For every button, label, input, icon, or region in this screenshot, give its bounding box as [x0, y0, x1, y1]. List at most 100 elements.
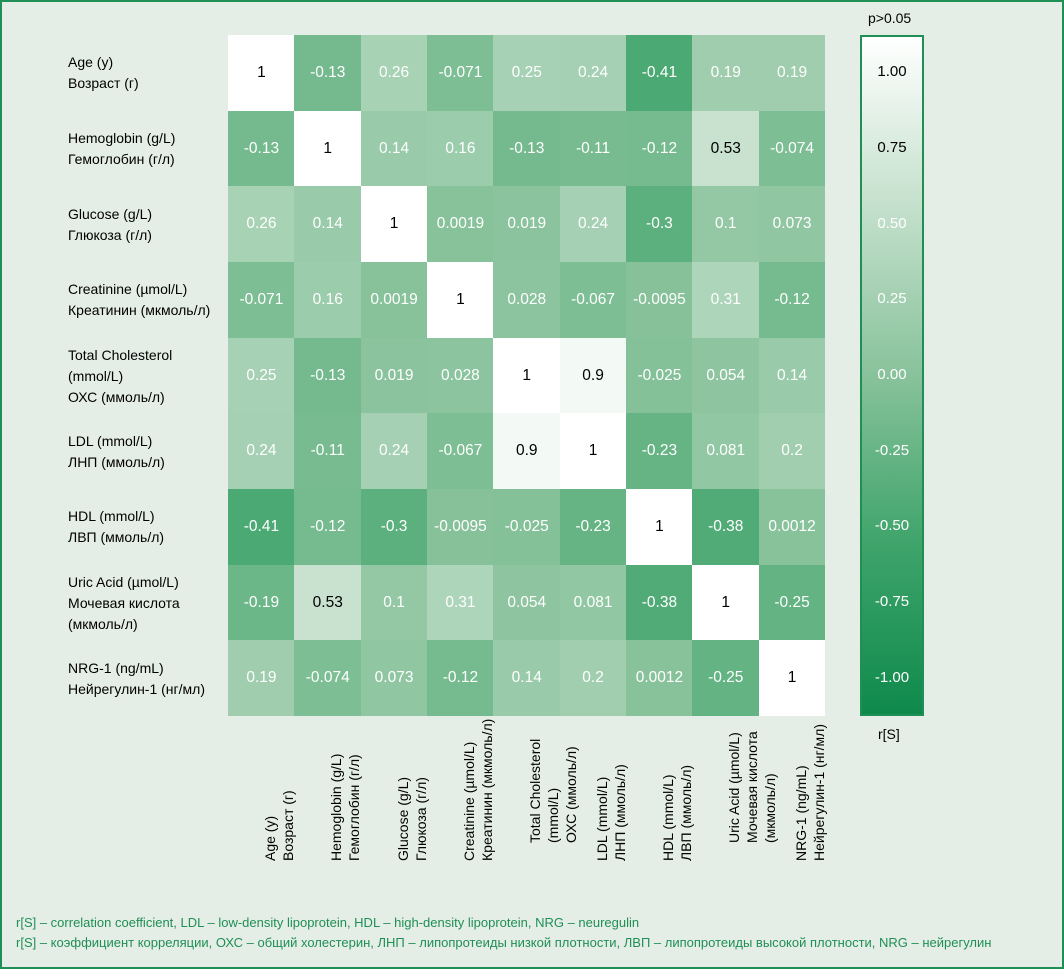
- heatmap-cell: 0.054: [692, 337, 760, 414]
- column-label-text: LDL (mmol/L) ЛНП (ммоль/л): [594, 764, 628, 861]
- footnote-russian: r[S] – коэффициент корреляции, ОХС – общ…: [16, 935, 992, 950]
- heatmap-cell: 0.24: [559, 35, 627, 112]
- heatmap-cell: 0.0012: [758, 489, 826, 566]
- heatmap-cell: 0.14: [493, 640, 561, 717]
- heatmap-cell: -0.25: [758, 564, 826, 641]
- column-label-text: Glucose (g/L) Глюкоза (г/л): [395, 776, 429, 861]
- heatmap-cell: 0.14: [294, 186, 362, 263]
- heatmap-cell: 0.019: [360, 337, 428, 414]
- heatmap-cell: 0.081: [692, 413, 760, 490]
- column-label-text: HDL (mmol/L) ЛВП (ммоль/л): [660, 764, 694, 861]
- colorbar-tick: -0.25: [874, 442, 910, 459]
- heatmap-cell: 0.0019: [427, 186, 494, 263]
- column-label-text: Hemoglobin (g/L) Гемоглобин (г/л): [328, 753, 362, 861]
- heatmap-cell: -0.12: [427, 640, 494, 717]
- heatmap-cell: -0.071: [228, 262, 295, 339]
- heatmap-cell: 1: [294, 110, 362, 187]
- heatmap-cell: 0.24: [559, 186, 627, 263]
- heatmap-cell: 0.1: [360, 564, 428, 641]
- row-label: Creatinine (µmol/L) Креатинин (мкмоль/л): [68, 262, 226, 338]
- heatmap-cell: 0.081: [559, 564, 627, 641]
- heatmap-cell: 0.019: [493, 186, 561, 263]
- colorbar: [860, 35, 924, 716]
- row-label: Glucose (g/L) Глюкоза (г/л): [68, 187, 226, 263]
- row-label-text: Uric Acid (µmol/L) Мочевая кислота (мкмо…: [68, 573, 180, 632]
- colorbar-tick: -0.50: [874, 517, 910, 534]
- column-label: LDL (mmol/L) ЛНП (ммоль/л): [560, 732, 628, 897]
- row-label-text: NRG-1 (ng/mL) Нейрегулин-1 (нг/мл): [68, 660, 205, 697]
- heatmap-cell: 0.028: [427, 337, 494, 414]
- heatmap-cell: -0.11: [294, 413, 362, 490]
- heatmap-cell: 0.19: [692, 35, 760, 112]
- heatmap-cell: -0.074: [758, 110, 826, 187]
- heatmap-cell: 0.24: [360, 413, 428, 490]
- row-label-text: Glucose (g/L) Глюкоза (г/л): [68, 206, 153, 243]
- heatmap-cell: -0.025: [493, 489, 561, 566]
- heatmap-cell: -0.13: [294, 337, 362, 414]
- colorbar-tick: 0.00: [877, 366, 907, 383]
- column-label: Age (y) Возраст (г): [228, 732, 296, 897]
- column-label-text: Age (y) Возраст (г): [262, 790, 296, 861]
- row-label: NRG-1 (ng/mL) Нейрегулин-1 (нг/мл): [68, 641, 226, 717]
- colorbar-tick: -1.00: [874, 669, 910, 686]
- colorbar-tick: -0.75: [874, 593, 910, 610]
- heatmap-cell: -0.025: [626, 337, 693, 414]
- heatmap-cell: 0.53: [294, 564, 362, 641]
- heatmap-cell: 0.0019: [360, 262, 428, 339]
- heatmap-cell: -0.067: [427, 413, 494, 490]
- heatmap-cell: 0.2: [758, 413, 826, 490]
- heatmap-cell: -0.38: [692, 489, 760, 566]
- heatmap-cell: 0.16: [427, 110, 494, 187]
- row-label: Hemoglobin (g/L) Гемоглобин (г/л): [68, 111, 226, 187]
- heatmap-cell: 0.25: [493, 35, 561, 112]
- heatmap-cell: -0.12: [294, 489, 362, 566]
- heatmap-cell: 0.14: [360, 110, 428, 187]
- heatmap-cell: 0.028: [493, 262, 561, 339]
- column-label: Total Cholesterol (mmol/L) ОХС (ммоль/л): [493, 732, 579, 897]
- heatmap-cell: -0.13: [493, 110, 561, 187]
- heatmap-cell: -0.23: [559, 489, 627, 566]
- heatmap-cell: 0.1: [692, 186, 760, 263]
- heatmap-cell: -0.23: [626, 413, 693, 490]
- heatmap-cell: -0.12: [626, 110, 693, 187]
- row-label: HDL (mmol/L) ЛВП (ммоль/л): [68, 489, 226, 565]
- row-label-text: LDL (mmol/L) ЛНП (ммоль/л): [68, 433, 165, 470]
- heatmap-cell: -0.074: [294, 640, 362, 717]
- colorbar-tick: 0.50: [877, 215, 907, 232]
- heatmap-cell: -0.0095: [626, 262, 693, 339]
- heatmap-cell: 0.25: [228, 337, 295, 414]
- heatmap-cell: 1: [493, 337, 561, 414]
- heatmap-cell: -0.13: [228, 110, 295, 187]
- colorbar-tick: 1.00: [877, 63, 907, 80]
- heatmap-cell: 0.26: [228, 186, 295, 263]
- row-label-text: HDL (mmol/L) ЛВП (ммоль/л): [68, 508, 165, 545]
- column-label-text: Creatinine (µmol/L) Креатинин (мкмоль/л): [461, 718, 495, 861]
- heatmap-cell: -0.38: [626, 564, 693, 641]
- row-label: Uric Acid (µmol/L) Мочевая кислота (мкмо…: [68, 565, 226, 641]
- heatmap-cell: 1: [559, 413, 627, 490]
- row-label-text: Hemoglobin (g/L) Гемоглобин (г/л): [68, 130, 176, 167]
- heatmap-cell: -0.25: [692, 640, 760, 717]
- heatmap-cell: 0.2: [559, 640, 627, 717]
- heatmap-cell: 1: [427, 262, 494, 339]
- heatmap-cell: -0.067: [559, 262, 627, 339]
- heatmap-cell: 0.31: [692, 262, 760, 339]
- row-label: LDL (mmol/L) ЛНП (ммоль/л): [68, 414, 226, 490]
- column-label: Glucose (g/L) Глюкоза (г/л): [361, 732, 429, 897]
- footnote-english: r[S] – correlation coefficient, LDL – lo…: [16, 915, 640, 930]
- heatmap-cell: 0.9: [559, 337, 627, 414]
- heatmap-cell: 1: [758, 640, 826, 717]
- heatmap-cell: 0.14: [758, 337, 826, 414]
- row-label: Total Cholesterol (mmol/L) ОХС (ммоль/л): [68, 338, 226, 414]
- column-label: NRG-1 (ng/mL) Нейрегулин-1 (нг/мл): [759, 724, 827, 897]
- heatmap-cell: 0.19: [228, 640, 295, 717]
- heatmap-cell: 0.24: [228, 413, 295, 490]
- column-label: Hemoglobin (g/L) Гемоглобин (г/л): [294, 732, 362, 897]
- heatmap-cell: 0.31: [427, 564, 494, 641]
- colorbar-tick: 0.75: [877, 139, 907, 156]
- heatmap-cell: 0.054: [493, 564, 561, 641]
- heatmap-cell: 0.19: [758, 35, 826, 112]
- heatmap-cell: -0.3: [626, 186, 693, 263]
- heatmap-cell: -0.41: [228, 489, 295, 566]
- heatmap-cell: 0.9: [493, 413, 561, 490]
